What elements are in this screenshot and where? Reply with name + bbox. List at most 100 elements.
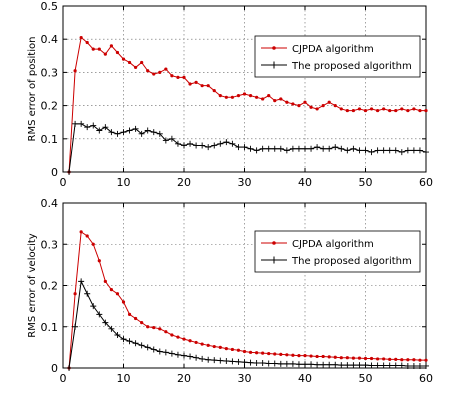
data-point <box>188 82 192 86</box>
data-point <box>339 356 343 360</box>
data-point <box>235 144 242 151</box>
data-point <box>205 144 212 151</box>
data-point <box>193 354 200 361</box>
data-point <box>333 355 337 359</box>
data-point <box>303 354 307 358</box>
data-point <box>162 349 169 356</box>
data-point <box>392 147 399 154</box>
data-point <box>362 147 369 154</box>
data-point <box>386 147 393 154</box>
x-tick-label: 10 <box>117 176 131 189</box>
legend-box <box>254 35 421 78</box>
data-point <box>126 338 133 345</box>
data-point <box>235 358 242 365</box>
data-point <box>289 360 296 367</box>
data-point <box>212 89 216 93</box>
data-point <box>188 339 192 343</box>
data-point <box>236 348 241 352</box>
data-point <box>309 354 313 358</box>
data-point <box>108 325 115 332</box>
data-point <box>267 94 271 98</box>
data-point <box>102 319 109 326</box>
data-point <box>297 104 301 108</box>
legend-label: The proposed algorithm <box>291 256 412 267</box>
data-point <box>279 97 283 101</box>
x-tick-label: 60 <box>419 372 433 385</box>
data-point <box>261 97 265 101</box>
data-point <box>380 362 387 369</box>
data-point <box>200 342 204 346</box>
data-point <box>265 145 272 152</box>
y-tick-label: 0 <box>51 362 58 375</box>
x-tick-label: 0 <box>60 176 67 189</box>
data-point <box>350 362 357 369</box>
data-point <box>295 145 302 152</box>
data-point <box>423 149 429 156</box>
data-point <box>134 316 138 321</box>
data-point <box>73 69 77 73</box>
data-point <box>418 108 422 113</box>
data-point <box>224 347 228 351</box>
data-point <box>308 361 315 368</box>
y-tick-label: 0.3 <box>41 238 59 251</box>
data-point <box>199 142 206 149</box>
data-point <box>146 69 150 73</box>
data-point <box>84 124 91 131</box>
data-point <box>308 145 315 152</box>
y-axis-label: RMS error of position <box>27 37 38 142</box>
data-point <box>212 344 216 349</box>
data-point <box>85 234 89 238</box>
data-point <box>170 333 174 337</box>
data-point <box>321 354 325 359</box>
data-point <box>72 120 79 127</box>
data-point <box>164 330 168 334</box>
data-point <box>339 107 343 111</box>
data-point <box>164 67 168 71</box>
data-point <box>230 95 234 99</box>
data-point <box>247 145 254 152</box>
data-point <box>176 75 180 79</box>
data-point <box>211 357 218 364</box>
data-point <box>388 108 392 113</box>
data-point <box>91 242 95 246</box>
data-point <box>66 169 73 175</box>
data-point <box>242 92 247 96</box>
data-point <box>132 340 139 347</box>
data-point <box>120 336 127 343</box>
data-point <box>115 292 120 296</box>
data-point <box>217 140 224 147</box>
data-point <box>406 358 410 362</box>
data-point <box>363 108 368 113</box>
data-point <box>374 362 381 369</box>
x-tick-label: 0 <box>60 372 67 385</box>
data-point <box>357 356 362 360</box>
data-point <box>158 70 162 74</box>
data-point <box>236 94 241 98</box>
y-tick-label: 0.2 <box>41 280 59 293</box>
data-point <box>404 362 411 369</box>
data-point <box>295 361 302 368</box>
data-point <box>127 312 132 316</box>
data-point <box>273 99 277 103</box>
data-point <box>380 147 387 154</box>
data-point <box>344 147 351 154</box>
data-point <box>423 362 429 369</box>
data-point <box>271 360 278 367</box>
data-point <box>121 300 126 304</box>
data-point <box>194 340 198 345</box>
data-point <box>103 52 107 56</box>
data-point <box>362 362 369 369</box>
chart-panel-1: 0 10 20 30 40 50 60 0 0.1 0.2 0.3 0.4 0.5 RMS error o… <box>27 0 433 189</box>
data-point <box>138 130 145 137</box>
data-point <box>205 356 212 363</box>
data-point <box>144 344 151 351</box>
data-point <box>418 358 422 362</box>
data-point <box>327 355 331 359</box>
data-point <box>302 361 308 368</box>
data-point <box>247 359 254 366</box>
data-point <box>356 362 363 369</box>
data-point <box>320 145 327 152</box>
data-point <box>229 140 236 147</box>
data-point <box>382 357 386 361</box>
